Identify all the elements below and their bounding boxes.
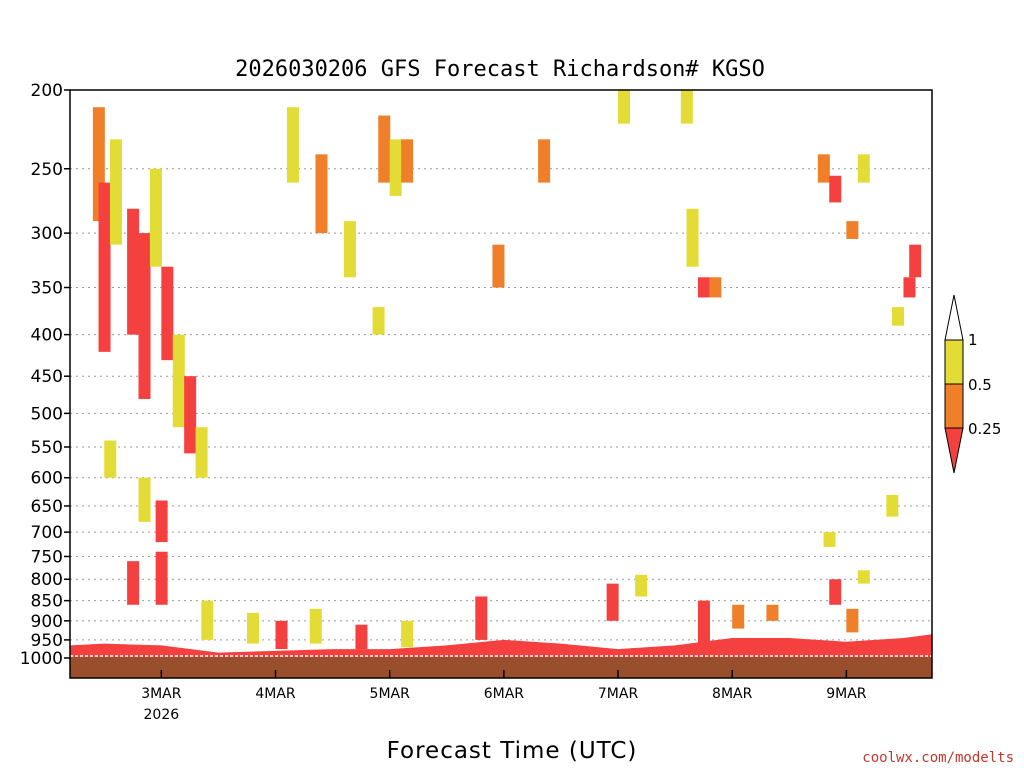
heatmap-cell — [155, 551, 168, 605]
ground-layer — [70, 657, 932, 678]
x-tick-label: 7MAR — [598, 686, 639, 702]
y-tick-label: 600 — [31, 469, 63, 489]
heatmap-cell — [195, 427, 208, 478]
x-axis: 3MAR 2026 4MAR 5MAR 6MAR 7MAR 8MAR 9MAR — [141, 670, 867, 723]
heatmap-cell — [635, 574, 648, 597]
heatmap-cell — [109, 139, 122, 245]
heatmap-cell — [309, 608, 322, 644]
y-tick-label: 1000 — [20, 649, 63, 669]
x-tick-sublabel: 2026 — [144, 707, 180, 723]
heatmap-cell — [355, 624, 368, 650]
heatmap-cell — [98, 182, 111, 352]
heatmap-cell — [846, 221, 859, 239]
heatmap-cell — [138, 477, 151, 522]
credit-text: coolwx.com/modelts — [862, 750, 1014, 766]
heatmap-cell — [606, 583, 619, 621]
heatmap-cell — [618, 90, 631, 124]
heatmap-cell — [372, 307, 385, 335]
heatmap-cell — [127, 208, 140, 335]
y-tick-label: 350 — [31, 278, 63, 298]
y-tick-label: 850 — [31, 592, 63, 612]
heatmap-cell — [732, 604, 745, 629]
plot-background — [70, 90, 932, 678]
x-tick-label: 9MAR — [826, 686, 867, 702]
legend-bin-0-5-1 — [944, 339, 964, 385]
heatmap-cell — [344, 221, 357, 278]
x-tick-label: 5MAR — [370, 686, 411, 702]
y-tick-label: 650 — [31, 497, 63, 517]
heatmap-cell — [475, 596, 488, 640]
y-tick-label: 550 — [31, 438, 63, 458]
heatmap-cell — [275, 620, 288, 650]
heatmap-cell — [680, 90, 693, 124]
heatmap-cell — [766, 604, 779, 621]
y-tick-label: 300 — [31, 224, 63, 244]
y-axis: 200 250 300 350 400 450 500 550 600 650 700 750 8008… — [20, 81, 70, 669]
heatmap-cell — [846, 608, 859, 633]
heatmap-cell — [697, 600, 710, 644]
heatmap-cell — [104, 440, 117, 478]
heatmap-cell — [201, 600, 214, 640]
y-tick-label: 950 — [31, 631, 63, 651]
heatmap-cell — [492, 244, 505, 288]
y-tick-label: 500 — [31, 404, 63, 424]
heatmap-cell — [184, 376, 197, 454]
heatmap-cell — [286, 107, 299, 183]
x-axis-label: Forecast Time (UTC) — [387, 738, 638, 764]
plot-frame — [69, 89, 933, 679]
y-tick-label: 200 — [31, 81, 63, 101]
heatmap-cell — [378, 115, 391, 183]
heatmap-cell — [138, 233, 151, 399]
legend-label: 0.5 — [968, 376, 992, 394]
x-tick-label: 8MAR — [712, 686, 753, 702]
heatmap-cell — [892, 307, 905, 326]
heatmap-cell — [172, 334, 185, 428]
heatmap-cell — [155, 500, 168, 543]
heatmap-cell — [829, 579, 842, 605]
legend-bin-0-25-0-5 — [944, 383, 964, 429]
heatmap-cell — [161, 266, 174, 361]
heatmap-cell — [829, 175, 842, 203]
legend-bin-below-0-25 — [944, 427, 964, 474]
y-tick-label: 400 — [31, 326, 63, 346]
plot-area — [69, 89, 933, 679]
y-tick-label: 250 — [31, 160, 63, 180]
chart-title: 2026030206 GFS Forecast Richardson# KGSO — [235, 57, 765, 82]
legend-bin-above-1 — [944, 294, 964, 341]
y-tick-label: 450 — [31, 367, 63, 387]
y-tick-label: 700 — [31, 523, 63, 543]
heatmap-cell — [857, 570, 870, 584]
heatmap-cell — [315, 154, 328, 234]
heatmap-cell — [886, 494, 899, 517]
heatmap-cell — [817, 154, 830, 183]
heatmap-cell — [246, 612, 259, 644]
heatmap-cell — [823, 532, 836, 547]
legend-label: 0.25 — [968, 420, 1001, 438]
heatmap-cell — [127, 561, 140, 605]
heatmap-cell — [709, 277, 722, 298]
heatmap-cell — [909, 244, 922, 278]
heatmap-cell — [538, 139, 551, 183]
heatmap-cell — [149, 168, 162, 267]
x-tick-label: 6MAR — [484, 686, 525, 702]
y-tick-label: 750 — [31, 547, 63, 567]
y-tick-label: 900 — [31, 612, 63, 632]
heatmap-cell — [389, 139, 402, 196]
heatmap-cell — [857, 154, 870, 183]
legend-label: 1 — [968, 331, 978, 349]
x-tick-label: 3MAR — [141, 686, 182, 702]
heatmap-cell — [697, 277, 710, 298]
heatmap-cell — [401, 139, 414, 183]
y-tick-label: 800 — [31, 570, 63, 590]
x-tick-label: 4MAR — [255, 686, 296, 702]
legend: 1 0.5 0.25 — [944, 294, 1001, 474]
heatmap-cell — [903, 277, 916, 298]
heatmap-cell — [401, 620, 414, 648]
heatmap-cell — [686, 208, 699, 267]
